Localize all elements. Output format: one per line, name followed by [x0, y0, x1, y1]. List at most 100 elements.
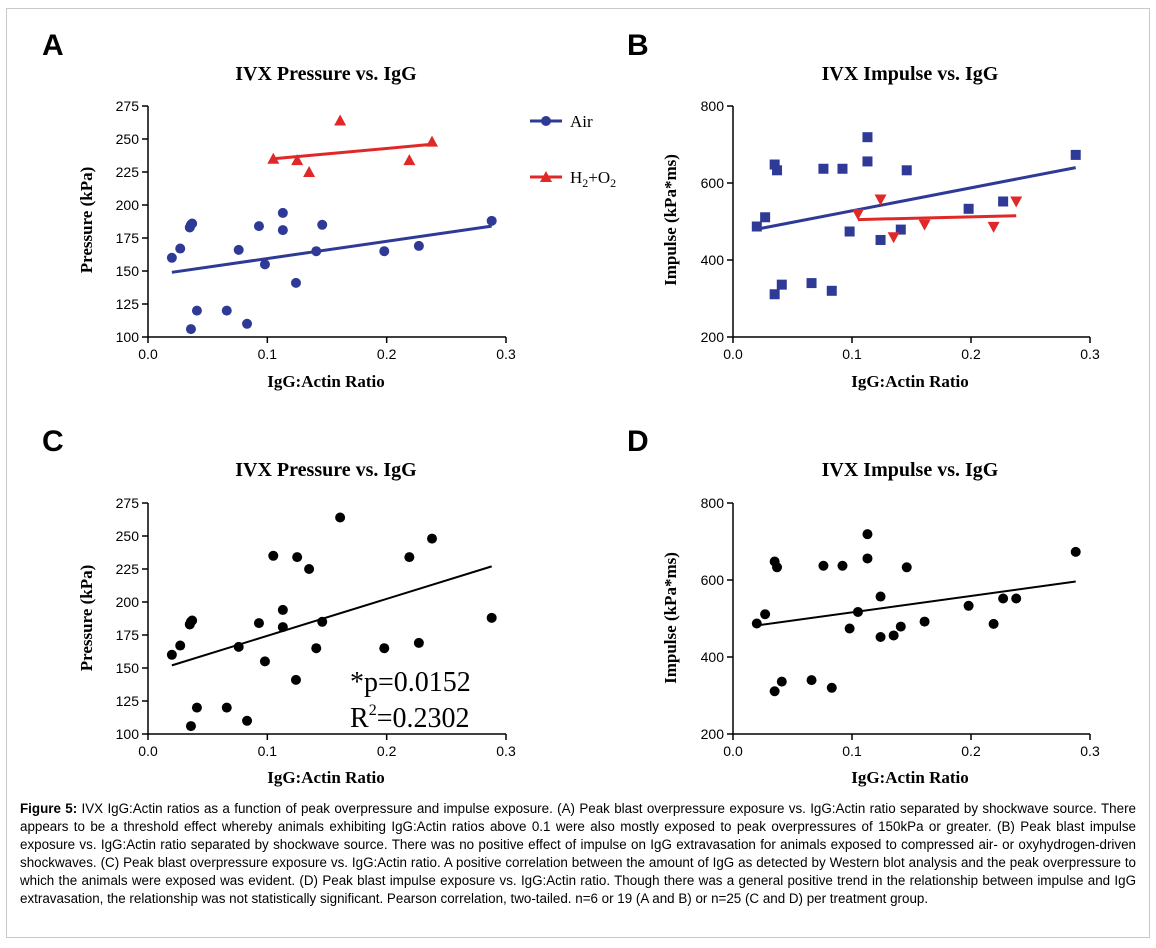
panel-d-all-point — [837, 560, 848, 571]
panel-c-y-axis-label: Pressure (kPa) — [77, 565, 96, 672]
panel-a-air-point — [413, 240, 424, 251]
panel-a-air-fit-line — [171, 224, 492, 274]
panel-d-all-point — [875, 591, 886, 602]
panel-a-title: IVX Pressure vs. IgG — [235, 63, 417, 85]
legend: Air H2+O2 — [530, 112, 616, 190]
panel-c-x-tick-label: 0.2 — [377, 743, 397, 759]
panel-d-all-point — [751, 618, 762, 629]
panel-a-h2o2-point — [291, 154, 304, 166]
panel-a-air-point — [253, 221, 264, 232]
panel-b-air-point — [826, 285, 837, 296]
panel-d-x-tick-label: 0.2 — [961, 743, 981, 759]
panel-c-y-tick-label: 125 — [116, 693, 140, 709]
panel-b-h2o2-point — [1010, 196, 1023, 208]
panel-b-h2o2-fit-line — [857, 214, 1017, 222]
panel-b-air-point — [806, 278, 817, 289]
panel-d-y-tick-label: 400 — [701, 649, 725, 665]
panel-a-h2o2-point — [303, 166, 316, 177]
panel-b-y-tick-label: 800 — [701, 98, 725, 114]
legend-item-air: Air — [530, 112, 593, 131]
panel-b-air-point — [772, 165, 783, 176]
panel-a-y-tick-label: 200 — [116, 197, 140, 213]
panel-b-air-point — [818, 163, 829, 174]
panel-d-all-point — [901, 562, 912, 573]
panel-a-air-point — [221, 305, 232, 316]
panel-d-chart: D IVX Impulse vs. IgG 0.0 0.1 0.2 0.3 200 400… — [627, 425, 1100, 787]
panel-c-all-point — [290, 674, 301, 685]
panel-b-h2o2-point — [851, 209, 864, 221]
panel-c-all-point — [191, 702, 202, 713]
panel-b-y-tick-label: 400 — [701, 252, 725, 268]
panel-d-all-point — [776, 676, 787, 687]
panel-c-all-fit-line — [171, 565, 492, 667]
panel-c-all-point — [277, 622, 288, 633]
panel-a-h2o2-point — [267, 152, 280, 164]
panel-a-air-point — [175, 243, 186, 254]
panel-b-title: IVX Impulse vs. IgG — [822, 63, 999, 85]
panel-b-plot: 0.0 0.1 0.2 0.3 200 400 600 800 — [701, 98, 1100, 362]
panel-a-air-point — [317, 219, 328, 230]
panel-c-all-point — [253, 618, 264, 629]
panel-b-air-point — [895, 224, 906, 235]
panel-a-air-point — [259, 259, 270, 270]
figure-caption: Figure 5: IVX IgG:Actin ratios as a func… — [20, 800, 1136, 908]
panel-b-y-tick-label: 600 — [701, 175, 725, 191]
panel-a-y-tick-label: 250 — [116, 131, 140, 147]
panel-c-y-tick-label: 275 — [116, 495, 140, 511]
panel-c-all-point — [335, 512, 346, 523]
panel-b-y-tick-label: 200 — [701, 329, 725, 345]
figure-caption-text: IVX IgG:Actin ratios as a function of pe… — [20, 801, 1136, 906]
panel-a-air-point — [290, 277, 301, 288]
panel-a-x-tick-label: 0.1 — [258, 346, 278, 362]
panel-b-x-tick-label: 0.1 — [842, 346, 862, 362]
panel-d-all-point — [1070, 546, 1081, 557]
panel-b-air-point — [837, 163, 848, 174]
panel-a-air-point — [185, 324, 196, 335]
legend-air-label: Air — [570, 112, 593, 131]
panel-b-x-tick-label: 0.0 — [723, 346, 743, 362]
panel-a-letter: A — [42, 29, 64, 62]
panel-d-all-point — [826, 682, 837, 693]
panel-c-y-tick-label: 200 — [116, 594, 140, 610]
figure-caption-label: Figure 5: — [20, 801, 78, 816]
legend-h2o2-marker — [540, 171, 552, 182]
panel-d-x-tick-label: 0.3 — [1080, 743, 1100, 759]
panel-c-y-tick-label: 150 — [116, 660, 140, 676]
panel-b-air-point — [901, 165, 912, 176]
panel-b-air-fit-line — [756, 166, 1077, 231]
panel-a-plot: 0.0 0.1 0.2 0.3 100 125 150 175 200 225 250 275 — [116, 98, 516, 362]
panel-b-air-point — [963, 203, 974, 214]
panel-c-x-tick-label: 0.1 — [258, 743, 278, 759]
figure-frame — [6, 8, 1150, 938]
panel-c-r-squared: R2=0.2302 — [350, 702, 469, 734]
panel-b-h2o2-point — [874, 194, 887, 206]
panel-b-air-point — [844, 226, 855, 237]
panel-c-y-tick-label: 100 — [116, 726, 140, 742]
panel-b-air-point — [998, 196, 1009, 207]
panel-d-all-point — [888, 630, 899, 641]
panel-b-h2o2-point — [918, 219, 931, 231]
panel-d-x-tick-label: 0.0 — [723, 743, 743, 759]
panel-b-x-tick-label: 0.3 — [1080, 346, 1100, 362]
panel-b-letter: B — [627, 29, 649, 62]
panel-d-letter: D — [627, 425, 649, 458]
panel-c-all-point — [311, 643, 322, 654]
panel-c-letter: C — [42, 425, 64, 458]
panel-c-y-tick-label: 175 — [116, 627, 140, 643]
panel-b-air-point — [875, 234, 886, 245]
panel-d-all-point — [998, 593, 1009, 604]
panel-b-h2o2-point — [887, 232, 900, 244]
panel-a-air-point — [187, 218, 198, 229]
panel-a-air-point — [277, 225, 288, 236]
panel-a-air-point — [379, 246, 390, 257]
panel-d-y-axis-label: Impulse (kPa*ms) — [661, 552, 680, 684]
panel-c-all-point — [404, 552, 415, 563]
panel-d-all-point — [862, 529, 873, 540]
panel-d-all-point — [760, 609, 771, 620]
panel-a-air-point — [242, 318, 253, 329]
panel-a-y-tick-label: 225 — [116, 164, 140, 180]
panel-a-h2o2-point — [334, 114, 347, 126]
panel-d-title: IVX Impulse vs. IgG — [822, 459, 999, 481]
panel-d-all-point — [772, 562, 783, 573]
panel-a-y-tick-label: 175 — [116, 230, 140, 246]
